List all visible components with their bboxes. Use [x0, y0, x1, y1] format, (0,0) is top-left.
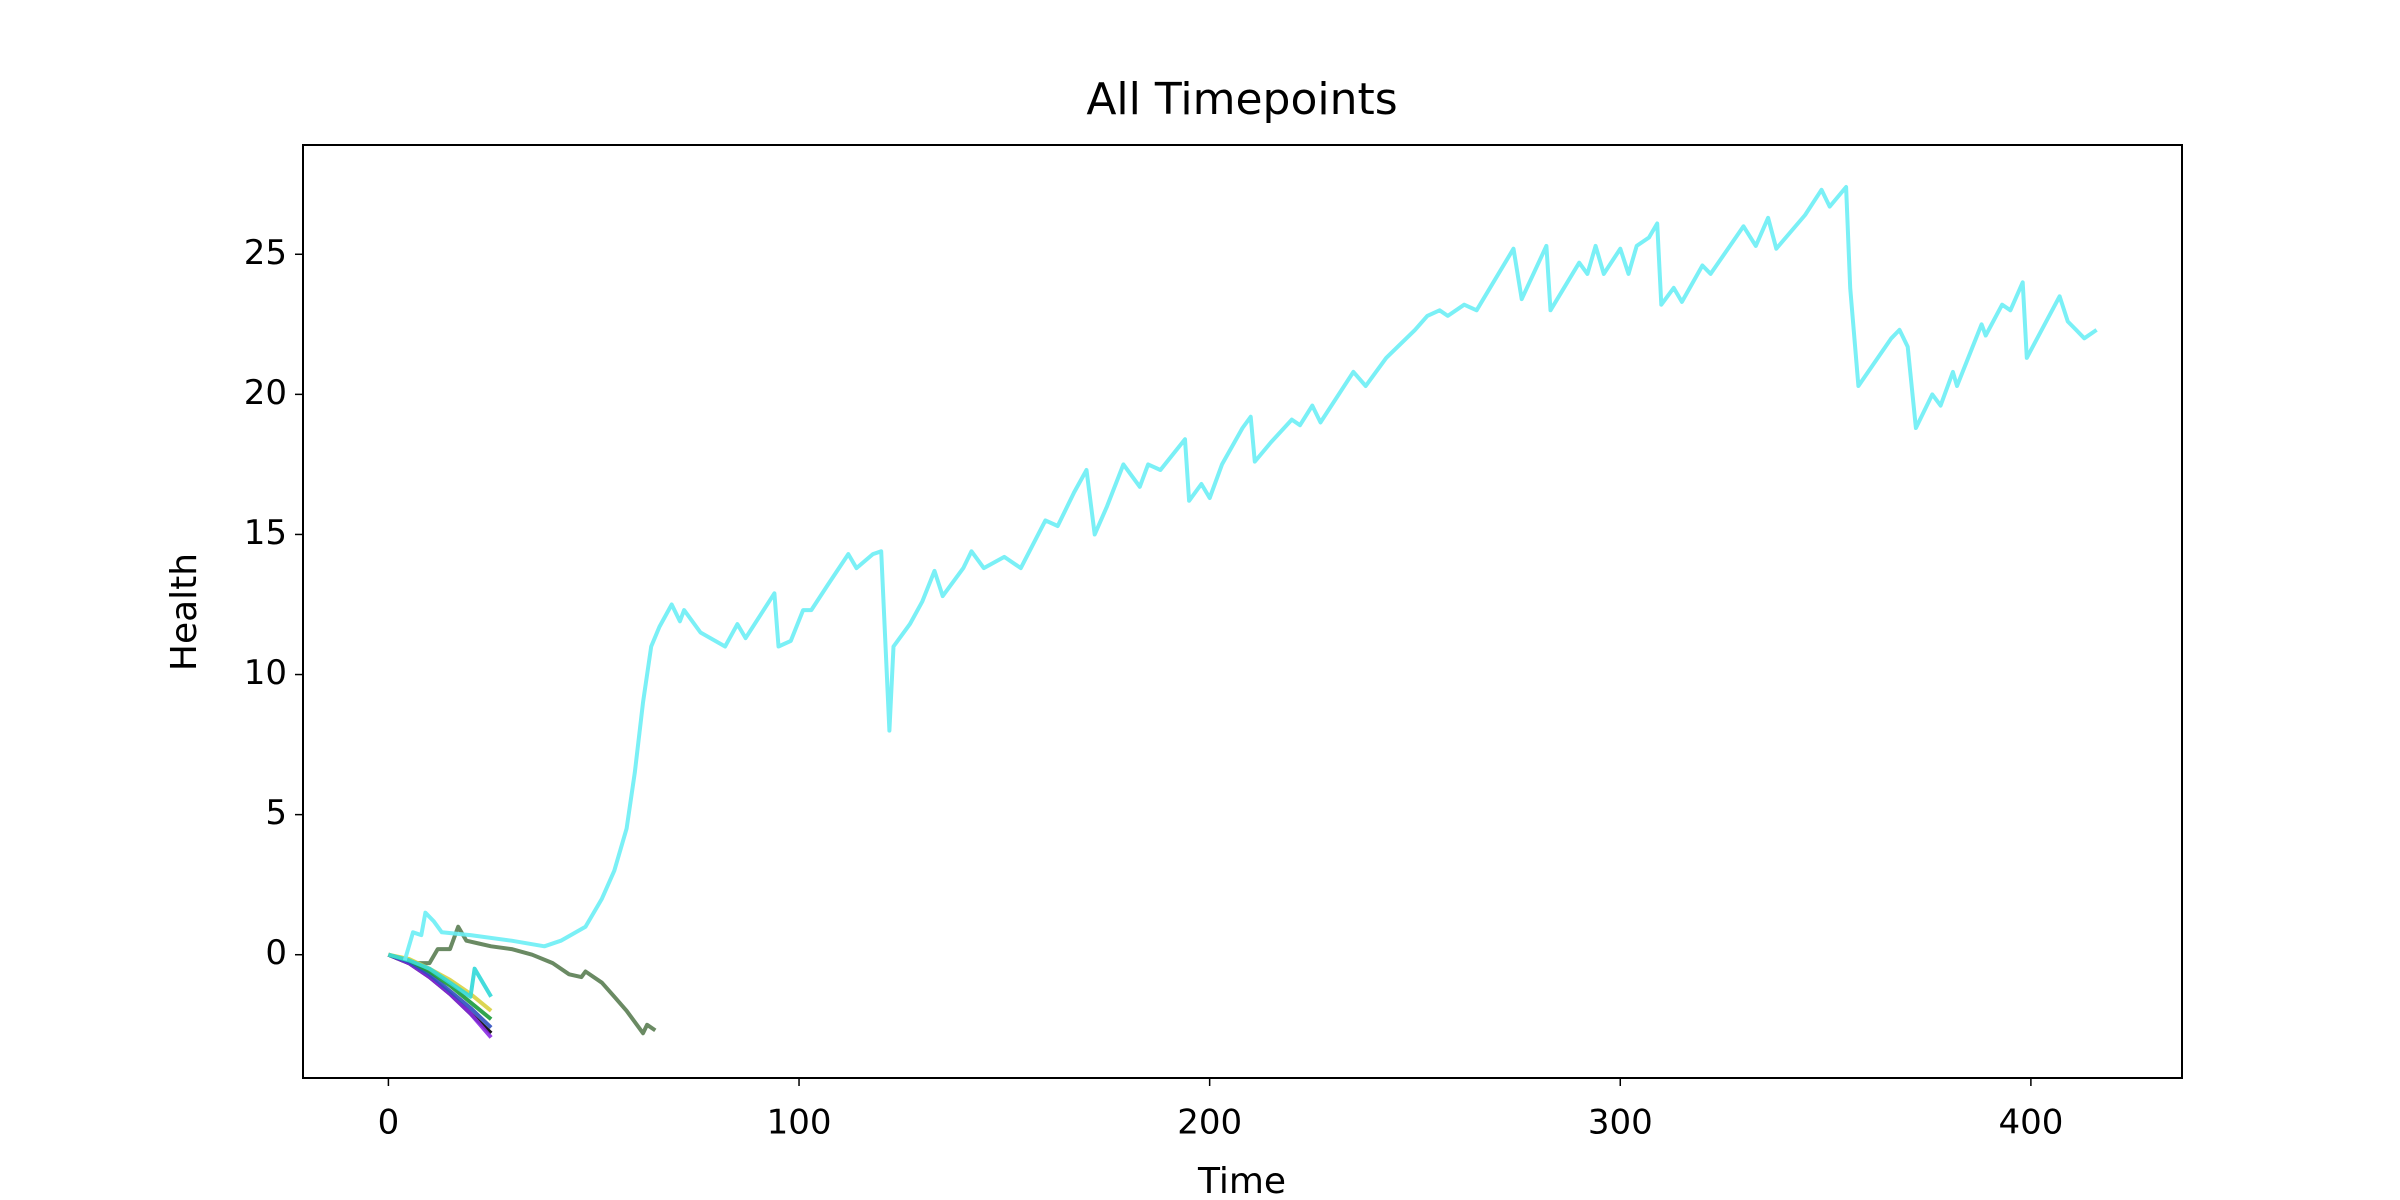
x-tick-label: 0: [378, 1103, 400, 1143]
x-axis-label: Time: [1197, 1161, 1286, 1200]
line: [387, 924, 657, 1036]
line: [402, 185, 2098, 961]
plot-frame: [302, 144, 2183, 1079]
y-tick-label: 20: [244, 373, 287, 413]
x-tick-label: 100: [767, 1103, 832, 1143]
y-tick-label: 10: [244, 653, 287, 693]
y-axis-label: Health: [164, 553, 205, 671]
line: [387, 952, 493, 999]
x-tick-label: 300: [1588, 1103, 1653, 1143]
x-tick-label: 200: [1177, 1103, 1242, 1143]
y-tick-label: 0: [265, 933, 287, 973]
y-tick-label: 15: [244, 513, 287, 553]
y-tick-label: 5: [265, 793, 287, 833]
x-tick-label: 400: [1998, 1103, 2063, 1143]
y-tick-label: 25: [244, 233, 287, 273]
chart-title: All Timepoints: [1086, 74, 1397, 125]
